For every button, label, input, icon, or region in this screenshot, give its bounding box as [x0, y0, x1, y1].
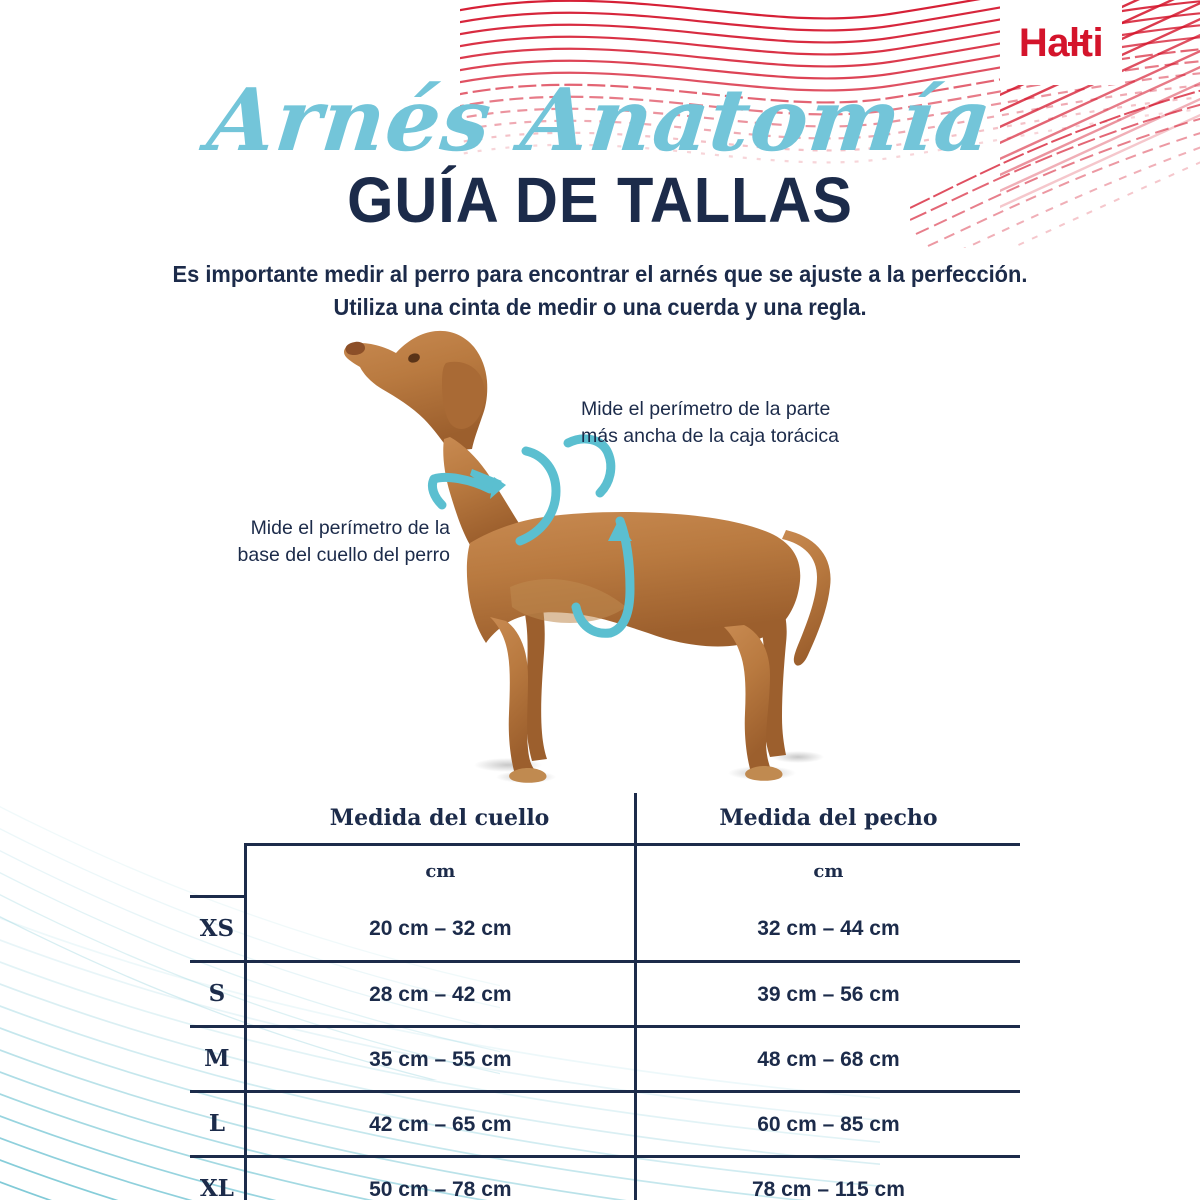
- table-header-row: Medida del cuello Medida del pecho: [190, 793, 1020, 845]
- dog-tail: [782, 530, 831, 666]
- dog-ear: [442, 361, 485, 429]
- row-size-s: S: [190, 961, 246, 1028]
- header-size-blank: [190, 793, 245, 845]
- script-title: Arnés Anatomía: [203, 70, 997, 171]
- unit-neck: cm: [243, 843, 637, 896]
- row-size-xl: XL: [190, 1156, 246, 1200]
- row-chest-m-value: 48 cm – 68 cm: [757, 1047, 900, 1071]
- row-neck-xl-value: 50 cm – 78 cm: [369, 1177, 512, 1200]
- table-unit-row: cm cm: [190, 843, 1020, 898]
- callout-chest-line-2: más ancha de la caja torácica: [581, 424, 839, 447]
- subtitle: Es importante medir al perro para encont…: [125, 258, 1075, 325]
- row-neck-l: 42 cm – 65 cm: [243, 1091, 637, 1158]
- header-neck: Medida del cuello: [245, 793, 637, 845]
- table-row: XS 20 cm – 32 cm 32 cm – 44 cm: [190, 896, 1020, 963]
- row-neck-xs: 20 cm – 32 cm: [243, 896, 637, 963]
- page-title: GUÍA DE TALLAS: [347, 164, 853, 236]
- dog-front-paw: [509, 768, 547, 783]
- table-row: XL 50 cm – 78 cm 78 cm – 115 cm: [190, 1156, 1020, 1200]
- chest-measure-arc-top: [563, 434, 616, 498]
- brand-logo[interactable]: Halti: [1000, 0, 1122, 85]
- row-chest-m: 48 cm – 68 cm: [635, 1026, 1020, 1093]
- dog-far-front-leg: [516, 583, 547, 761]
- unit-size-blank: [190, 844, 246, 898]
- measurement-arrows: [427, 446, 561, 546]
- row-chest-xl: 78 cm – 115 cm: [635, 1156, 1020, 1200]
- dog-near-front-leg: [490, 617, 534, 771]
- neck-measure-arc-back: [515, 446, 561, 546]
- subtitle-line-2: Utiliza una cinta de medir o una cuerda …: [333, 294, 867, 321]
- row-neck-m-value: 35 cm – 55 cm: [369, 1047, 512, 1071]
- table-row: M 35 cm – 55 cm 48 cm – 68 cm: [190, 1026, 1020, 1093]
- dog-illustration: [330, 325, 850, 795]
- row-neck-xl: 50 cm – 78 cm: [243, 1156, 637, 1200]
- callout-chest-line-1: Mide el perímetro de la parte: [581, 398, 831, 420]
- dog-neck: [443, 437, 524, 546]
- dog-near-hind-leg: [724, 625, 770, 769]
- header-chest: Medida del pecho: [719, 805, 938, 831]
- row-chest-s-value: 39 cm – 56 cm: [757, 982, 900, 1006]
- callout-chest: Mide el perímetro de la parte más ancha …: [581, 396, 911, 450]
- row-neck-xs-value: 20 cm – 32 cm: [369, 916, 512, 940]
- subtitle-line-1: Es importante medir al perro para encont…: [172, 261, 1028, 287]
- unit-chest: cm: [635, 843, 1020, 896]
- chest-arrow-head: [608, 521, 632, 541]
- size-chart-table: Medida del cuello Medida del pecho cm cm…: [190, 793, 1020, 1200]
- row-chest-xl-value: 78 cm – 115 cm: [751, 1177, 905, 1200]
- dog-hind-paw: [745, 766, 783, 781]
- row-chest-s: 39 cm – 56 cm: [635, 961, 1020, 1028]
- row-chest-xs-value: 32 cm – 44 cm: [757, 916, 900, 940]
- table-row: L 42 cm – 65 cm 60 cm – 85 cm: [190, 1091, 1020, 1158]
- logo-wordmark: Halti: [1018, 20, 1104, 65]
- logo-text-label: Halti: [1018, 20, 1104, 65]
- logo-t-crossbar: [1068, 41, 1085, 46]
- dog-eye: [408, 353, 420, 363]
- neck-arrow-head-2: [490, 477, 506, 499]
- callout-neck: Mide el perímetro de la base del cuello …: [180, 515, 450, 569]
- dog-belly-highlight: [510, 579, 626, 623]
- row-size-l: L: [190, 1091, 246, 1158]
- callout-neck-line-1: Mide el perímetro de la: [250, 517, 450, 539]
- neck-measure-arc-front: [429, 472, 495, 494]
- row-neck-s: 28 cm – 42 cm: [243, 961, 637, 1028]
- callout-neck-line-2: base del cuello del perro: [237, 543, 450, 566]
- row-neck-l-value: 42 cm – 65 cm: [369, 1112, 512, 1136]
- dog-nose: [345, 341, 365, 355]
- row-size-m: M: [190, 1026, 246, 1093]
- size-chart: Medida del cuello Medida del pecho cm cm…: [190, 793, 1020, 1200]
- row-neck-m: 35 cm – 55 cm: [243, 1026, 637, 1093]
- row-chest-l: 60 cm – 85 cm: [635, 1091, 1020, 1158]
- table-row: S 28 cm – 42 cm 39 cm – 56 cm: [190, 961, 1020, 1028]
- row-chest-xs: 32 cm – 44 cm: [635, 896, 1020, 963]
- row-neck-s-value: 28 cm – 42 cm: [369, 982, 512, 1006]
- row-size-xs: XS: [190, 896, 246, 963]
- row-chest-l-value: 60 cm – 85 cm: [757, 1112, 900, 1136]
